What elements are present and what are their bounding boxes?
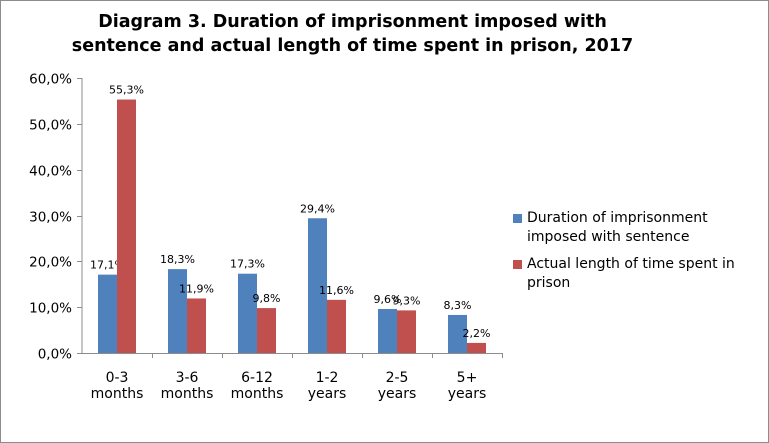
data-label-imposed: 9,6% (374, 293, 402, 306)
x-tick-label: months (231, 386, 284, 402)
bar-actual (467, 342, 486, 353)
y-tick-label: 0,0% (38, 347, 72, 363)
bar-imposed (308, 218, 327, 353)
legend-label-actual-line-1: Actual length of time spent in (527, 256, 735, 272)
y-tick-label: 60,0% (29, 72, 72, 88)
x-tick-label: 1-2 (316, 370, 339, 386)
bar-imposed (168, 269, 187, 353)
data-label-imposed: 18,3% (160, 253, 195, 266)
y-tick-label: 10,0% (29, 301, 72, 317)
bar-actual (327, 299, 346, 353)
bar-imposed (98, 274, 117, 353)
bar-actual (397, 310, 416, 353)
legend-label-imposed-line-2: imposed with sentence (527, 229, 690, 245)
data-label-actual: 55,3% (109, 84, 144, 97)
y-tick-label: 40,0% (29, 164, 72, 180)
bar-actual (117, 99, 136, 354)
data-label-actual: 2,2% (463, 327, 491, 340)
bar-actual (187, 298, 206, 353)
data-label-actual: 9,8% (253, 292, 281, 305)
legend: Duration of imprisonment imposed with se… (513, 209, 763, 301)
chart-title-line-2: sentence and actual length of time spent… (71, 36, 634, 56)
data-label-imposed: 17,3% (230, 258, 265, 271)
bar-actual (257, 308, 276, 353)
bar-imposed (238, 273, 257, 353)
legend-item-actual: Actual length of time spent in prison (513, 255, 763, 293)
data-label-imposed: 8,3% (444, 299, 472, 312)
x-tick-label: 5+ (457, 370, 478, 386)
legend-label-imposed-line-1: Duration of imprisonment (527, 210, 708, 226)
y-tick-label: 30,0% (29, 210, 72, 226)
legend-swatch-actual (513, 260, 522, 269)
data-label-imposed: 29,4% (300, 202, 335, 215)
bar-imposed (448, 314, 467, 353)
x-tick-label: months (91, 386, 144, 402)
legend-label-actual-line-2: prison (527, 275, 571, 291)
x-tick-label: years (448, 386, 487, 402)
x-tick-label: 6-12 (241, 370, 273, 386)
x-tick-label: years (308, 386, 347, 402)
data-label-actual: 11,9% (179, 282, 214, 295)
data-label-imposed: 17,1% (90, 259, 125, 272)
y-tick-label: 50,0% (29, 118, 72, 134)
y-tick-label: 20,0% (29, 255, 72, 271)
x-tick-label: 0-3 (106, 370, 129, 386)
chart-title-line-1: Diagram 3. Duration of imprisonment impo… (98, 12, 607, 32)
legend-swatch-imposed (513, 214, 522, 223)
x-tick-label: 3-6 (176, 370, 199, 386)
x-tick-label: months (161, 386, 214, 402)
legend-item-imposed: Duration of imprisonment imposed with se… (513, 209, 763, 247)
bar-imposed (378, 309, 397, 353)
x-tick-label: years (378, 386, 417, 402)
chart-title: Diagram 3. Duration of imprisonment impo… (0, 10, 705, 58)
data-label-actual: 9,3% (393, 294, 421, 307)
x-tick-label: 2-5 (386, 370, 409, 386)
data-label-actual: 11,6% (319, 284, 354, 297)
